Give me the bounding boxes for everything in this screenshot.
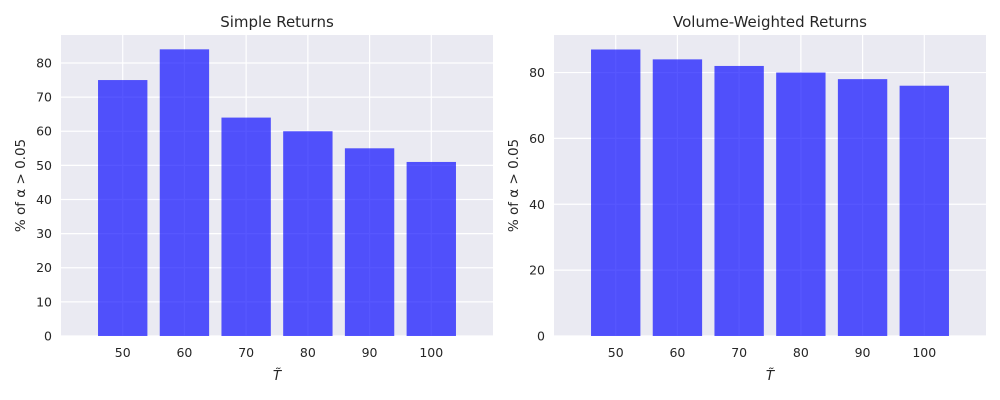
- y-tick-label: 20: [36, 260, 52, 275]
- y-tick-label: 80: [36, 55, 52, 70]
- tick-labels: 0 10 20 30 40 50 60 70 80 50 60 70 80 90 100: [36, 55, 443, 360]
- y-tick-label: 0: [537, 329, 545, 344]
- y-tick-label: 0: [44, 329, 52, 344]
- x-tick-label: 90: [855, 345, 871, 360]
- x-tick-label: 50: [115, 345, 131, 360]
- y-axis-label: % of α > 0.05: [13, 139, 29, 232]
- x-tick-label: 80: [793, 345, 809, 360]
- chart-title: Volume-Weighted Returns: [673, 13, 867, 31]
- bar-90: [837, 79, 888, 337]
- x-axis-label: T̃: [273, 368, 283, 384]
- bar-80: [776, 72, 826, 337]
- x-tick-label: 100: [419, 345, 443, 360]
- chart-simple-returns: 0 10 20 30 40 50 60 70 80 50 60 70 80 90 100 Simple Re…: [13, 13, 493, 384]
- y-tick-label: 40: [529, 197, 545, 212]
- x-axis-label: T̃: [766, 368, 776, 384]
- bar-100: [899, 85, 949, 336]
- chart-volume-weighted-returns: 0 20 40 60 80 50 60 70 80 90 100 Volume-Weighted R…: [506, 13, 986, 384]
- bar-70: [714, 65, 764, 336]
- y-tick-label: 40: [36, 192, 52, 207]
- x-tick-label: 60: [176, 345, 192, 360]
- y-tick-label: 60: [529, 131, 545, 146]
- y-tick-label: 50: [36, 158, 52, 173]
- chart-title: Simple Returns: [220, 13, 334, 31]
- tick-labels: 0 20 40 60 80 50 60 70 80 90 100: [529, 65, 936, 360]
- x-tick-label: 80: [300, 345, 316, 360]
- bar-60: [652, 59, 703, 336]
- bars: [98, 49, 456, 336]
- bar-50: [98, 80, 148, 336]
- x-tick-label: 70: [731, 345, 747, 360]
- bar-80: [283, 131, 333, 336]
- y-tick-label: 10: [36, 294, 52, 309]
- bar-70: [221, 117, 271, 336]
- y-tick-label: 20: [529, 263, 545, 278]
- bar-50: [591, 49, 641, 337]
- x-tick-label: 50: [608, 345, 624, 360]
- y-axis-label: % of α > 0.05: [506, 139, 522, 232]
- y-tick-label: 70: [36, 90, 52, 105]
- bar-100: [406, 161, 456, 336]
- bar-60: [159, 49, 210, 336]
- bars: [591, 49, 949, 337]
- y-tick-label: 80: [529, 65, 545, 80]
- y-tick-label: 60: [36, 124, 52, 139]
- x-tick-label: 60: [669, 345, 685, 360]
- x-tick-label: 100: [912, 345, 936, 360]
- y-tick-label: 30: [36, 226, 52, 241]
- x-tick-label: 90: [362, 345, 378, 360]
- x-tick-label: 70: [238, 345, 254, 360]
- bar-90: [344, 148, 395, 336]
